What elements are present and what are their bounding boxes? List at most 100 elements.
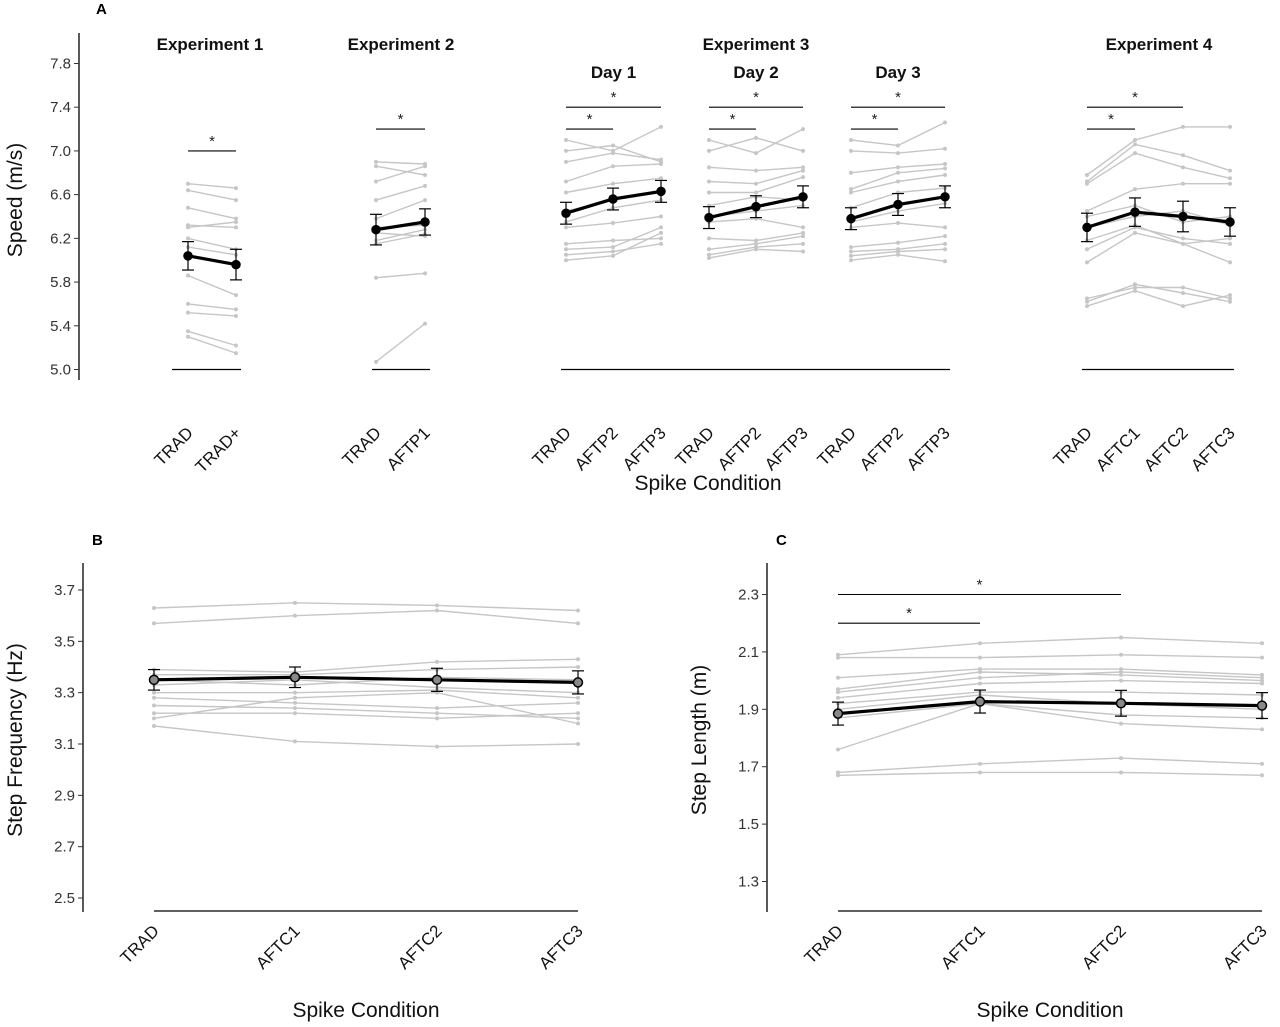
subject-point [943,120,947,125]
subject-point [943,259,947,264]
subject-point [1085,181,1089,186]
subject-point [836,652,840,657]
subject-point [707,165,711,170]
subject-line [153,679,579,694]
subject-point [234,186,238,191]
subject-point [186,334,190,339]
subject-point [1119,672,1123,677]
y-axis-title: Step Frequency (Hz) [4,643,27,837]
experiment-title: Experiment 2 [348,35,455,54]
subject-point [435,659,439,664]
subject-point [374,179,378,184]
subject-point [707,148,711,153]
subject-point [576,711,580,716]
subject-point [896,143,900,148]
y-tick-label: 1.7 [738,759,759,776]
x-tick-label: AFTC2 [1078,921,1130,973]
x-axis-title: Spike Condition [292,999,439,1022]
mean-point [608,194,618,204]
x-tick-label: AFTC2 [394,921,446,973]
x-tick-label: AFTP3 [619,423,670,474]
y-axis-title: Speed (m/s) [4,143,27,257]
mean-line [375,220,426,232]
subject-point [1133,230,1137,235]
subject-point [186,236,190,241]
subject-point [186,329,190,334]
subject-point [801,249,805,254]
subject-point [186,188,190,193]
subject-line [375,228,426,242]
subject-point [1085,304,1089,309]
subject-point [836,695,840,700]
subject-point [234,307,238,312]
subject-line [1086,152,1231,185]
y-tick-label: 1.9 [738,701,759,718]
subject-point [978,675,982,680]
subject-point [1181,241,1185,246]
subject-point [611,151,615,156]
mean-point [1178,211,1188,222]
y-tick-label: 2.3 [738,587,759,604]
subject-point [576,621,580,626]
subject-point [564,247,568,252]
subject-point [435,608,439,613]
subject-point [1133,151,1137,156]
subject-point [1181,124,1185,129]
mean-line [187,254,237,267]
panel-letter: A [96,1,107,18]
y-tick-label: 3.5 [54,633,75,650]
significance-star: * [398,111,404,128]
subject-line [837,668,1263,679]
subject-line [153,725,579,748]
subject-point [374,164,378,169]
subject-point [978,761,982,766]
subject-point [611,143,615,148]
x-tick-label: TRAD [151,423,197,469]
subject-point [152,724,156,729]
subject-point [234,313,238,318]
subject-point [423,172,427,177]
subject-point [564,225,568,230]
subject-line [837,757,1263,774]
subject-point [1085,247,1089,252]
subject-point [849,253,853,258]
mean-point [420,217,430,227]
subject-point [659,225,663,230]
subject-point [576,695,580,700]
subject-line [708,128,804,154]
subject-point [564,252,568,257]
subject-point [978,770,982,775]
x-tick-label: AFTC1 [1092,423,1144,475]
subject-point [659,214,663,219]
y-tick-label: 7.0 [50,143,71,160]
subject-line [187,336,237,354]
mean-point [656,186,666,197]
subject-line [153,697,579,709]
subject-point [1260,681,1264,686]
mean-point [1225,217,1235,227]
subject-point [186,205,190,210]
subject-point [234,198,238,203]
subject-point [234,343,238,348]
subject-point [849,249,853,254]
subject-point [1228,236,1232,241]
subject-point [234,225,238,230]
subject-point [849,170,853,175]
subject-point [801,175,805,180]
subject-point [435,603,439,608]
subject-point [1228,296,1232,301]
subject-point [1260,641,1264,646]
subject-point [152,690,156,695]
subject-point [943,166,947,171]
subject-line [187,207,237,220]
subject-point [801,127,805,132]
experiment-title: Experiment 4 [1106,35,1213,54]
x-tick-label: TRAD [339,423,385,469]
significance-star: * [895,89,901,106]
subject-point [423,183,427,188]
subject-point [754,181,758,186]
subject-point [978,681,982,686]
subject-line [837,694,1263,710]
subject-point [1181,181,1185,186]
subject-line [187,183,237,189]
